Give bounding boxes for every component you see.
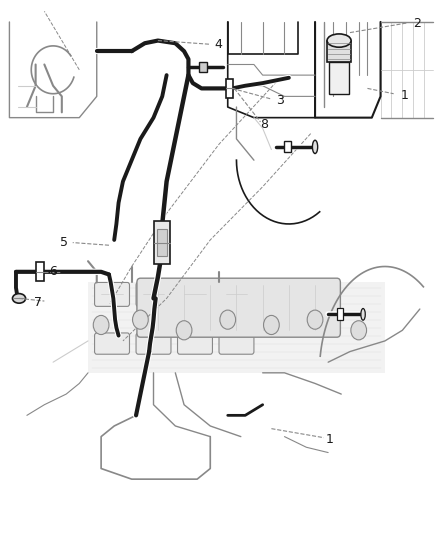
Text: 6: 6	[49, 265, 57, 278]
FancyBboxPatch shape	[219, 282, 254, 306]
Bar	[35, 262, 44, 281]
Circle shape	[176, 321, 192, 340]
FancyBboxPatch shape	[95, 282, 130, 306]
Ellipse shape	[361, 309, 365, 320]
Bar	[285, 141, 291, 152]
Bar	[226, 79, 233, 98]
Bar	[154, 221, 170, 264]
FancyBboxPatch shape	[219, 333, 254, 354]
Circle shape	[93, 316, 109, 335]
Circle shape	[307, 310, 323, 329]
Bar	[337, 308, 343, 320]
Text: 2: 2	[413, 17, 421, 29]
FancyBboxPatch shape	[136, 282, 171, 306]
Text: 5: 5	[60, 236, 68, 249]
Circle shape	[133, 310, 148, 329]
Ellipse shape	[327, 34, 351, 47]
Bar	[88, 282, 385, 373]
Bar	[157, 229, 167, 256]
Text: 7: 7	[34, 296, 42, 309]
Bar	[329, 62, 349, 94]
FancyBboxPatch shape	[136, 333, 171, 354]
Circle shape	[264, 316, 279, 335]
Circle shape	[220, 310, 236, 329]
FancyBboxPatch shape	[177, 282, 212, 306]
Text: 3: 3	[276, 94, 284, 107]
Text: 8: 8	[261, 118, 268, 131]
Bar	[327, 41, 351, 62]
Text: 1: 1	[326, 433, 334, 446]
Ellipse shape	[312, 140, 318, 154]
Text: 1: 1	[400, 89, 408, 102]
FancyBboxPatch shape	[177, 333, 212, 354]
Text: 4: 4	[215, 38, 223, 51]
FancyBboxPatch shape	[95, 333, 130, 354]
Bar	[199, 62, 207, 72]
Circle shape	[351, 321, 367, 340]
Ellipse shape	[12, 294, 25, 303]
FancyBboxPatch shape	[137, 278, 340, 337]
